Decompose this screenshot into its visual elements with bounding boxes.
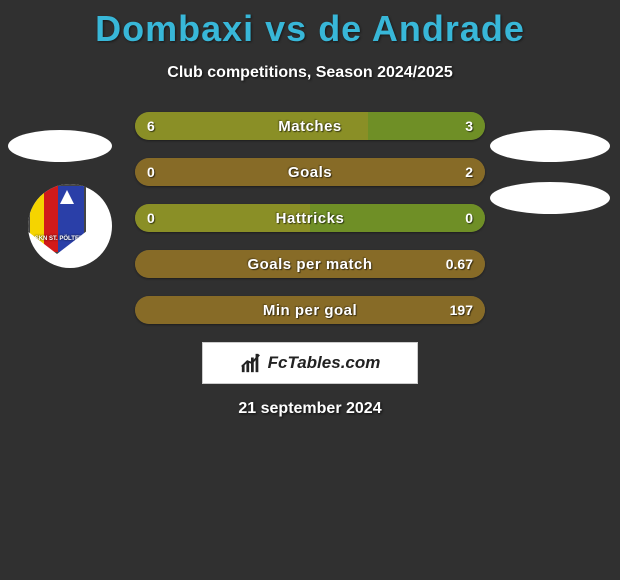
player-right-oval-top (490, 130, 610, 162)
stat-row: Min per goal197 (135, 296, 485, 324)
subtitle: Club competitions, Season 2024/2025 (0, 64, 620, 82)
team-logo: SKN ST. PÖLTEN (28, 184, 112, 268)
stat-row: Matches6 3 (135, 112, 485, 140)
stat-row: Goals per match0.67 (135, 250, 485, 278)
stat-value-right: 0 (465, 204, 473, 232)
attribution-badge: FcTables.com (202, 342, 418, 384)
stat-value-left: 0 (147, 158, 155, 186)
stat-value-left: 6 (147, 112, 155, 140)
page-title: Dombaxi vs de Andrade (0, 0, 620, 50)
stat-value-right: 2 (465, 158, 473, 186)
stat-label: Min per goal (135, 296, 485, 324)
stat-label: Hattricks (135, 204, 485, 232)
attribution-text: FcTables.com (268, 353, 381, 373)
stat-label: Goals (135, 158, 485, 186)
comparison-chart: SKN ST. PÖLTEN Matches63Goals02Hattricks… (0, 112, 620, 324)
stat-bars: Matches63Goals02Hattricks00Goals per mat… (135, 112, 485, 324)
date-text: 21 september 2024 (0, 400, 620, 418)
stat-row: Hattricks0 0 (135, 204, 485, 232)
stat-value-left: 0 (147, 204, 155, 232)
player-left-oval (8, 130, 112, 162)
player-right-oval-bottom (490, 182, 610, 214)
stat-label: Matches (135, 112, 485, 140)
stat-value-right: 3 (465, 112, 473, 140)
stat-row: Goals0 2 (135, 158, 485, 186)
chart-icon (240, 352, 262, 374)
stat-value-right: 0.67 (446, 250, 473, 278)
team-logo-text: SKN ST. PÖLTEN (30, 236, 86, 242)
stat-value-right: 197 (450, 296, 473, 324)
stat-label: Goals per match (135, 250, 485, 278)
